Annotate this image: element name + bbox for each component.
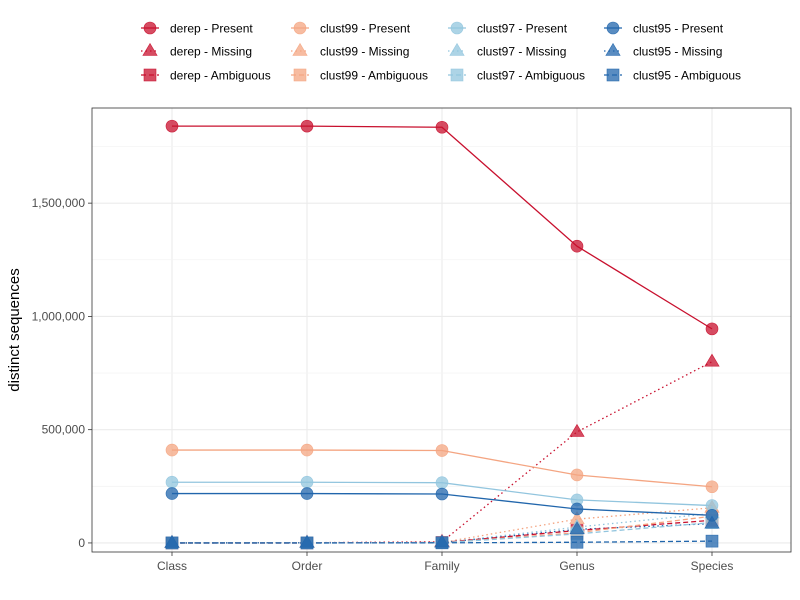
y-tick-label: 500,000 bbox=[42, 423, 86, 437]
y-tick-label: 1,500,000 bbox=[32, 196, 86, 210]
point-derep-missing bbox=[704, 353, 720, 367]
legend-label: clust95 - Present bbox=[633, 22, 724, 36]
point-clust95-ambiguous bbox=[705, 534, 719, 548]
point-clust97-present bbox=[435, 476, 449, 489]
legend-label: clust95 - Missing bbox=[633, 45, 722, 59]
x-tick-label: Genus bbox=[559, 559, 594, 573]
legend-label: clust99 - Ambiguous bbox=[320, 69, 428, 83]
point-derep-present bbox=[165, 119, 179, 133]
legend-marker bbox=[293, 68, 307, 82]
point-clust95-ambiguous bbox=[435, 536, 449, 550]
legend-item-clust97-ambiguous: clust97 - Ambiguous bbox=[448, 69, 585, 83]
y-axis: 0 500,000 1,000,000 1,500,000 bbox=[32, 196, 92, 550]
plot-border bbox=[91, 107, 792, 553]
point-clust99-present bbox=[435, 444, 449, 457]
point-clust95-ambiguous bbox=[165, 536, 179, 550]
point-derep-present bbox=[300, 119, 314, 133]
legend-item-clust97-missing: clust97 - Missing bbox=[448, 42, 566, 59]
legend-label: clust97 - Ambiguous bbox=[477, 69, 585, 83]
legend-item-clust99-present: clust99 - Present bbox=[291, 22, 411, 36]
point-clust99-present bbox=[705, 480, 719, 494]
point-clust97-present bbox=[165, 475, 179, 489]
legend-label: clust99 - Present bbox=[320, 22, 411, 36]
legend-label: clust95 - Ambiguous bbox=[633, 69, 741, 83]
legend-marker bbox=[143, 68, 157, 82]
y-axis-label: distinct sequences bbox=[6, 268, 23, 391]
legend-marker bbox=[606, 21, 620, 35]
y-tick-label: 0 bbox=[78, 536, 85, 550]
legend-marker bbox=[450, 68, 464, 82]
legend-marker bbox=[605, 42, 621, 56]
point-clust95-ambiguous bbox=[300, 536, 314, 550]
legend-item-clust95-present: clust95 - Present bbox=[604, 22, 724, 36]
point-clust95-present bbox=[165, 487, 179, 500]
x-axis: Class Order Family Genus Species bbox=[157, 552, 733, 573]
point-clust95-missing bbox=[569, 521, 585, 535]
point-derep-present bbox=[435, 120, 449, 134]
legend-item-clust99-missing: clust99 - Missing bbox=[291, 42, 409, 59]
legend-item-derep-missing: derep - Missing bbox=[141, 42, 252, 59]
point-derep-present bbox=[705, 322, 719, 336]
legend-item-clust97-present: clust97 - Present bbox=[448, 22, 568, 36]
legend-marker bbox=[606, 68, 620, 82]
point-derep-missing bbox=[569, 423, 585, 437]
legend-item-clust95-ambiguous: clust95 - Ambiguous bbox=[604, 69, 741, 83]
point-clust99-present bbox=[165, 443, 179, 457]
legend-label: clust97 - Missing bbox=[477, 45, 566, 59]
point-clust95-missing bbox=[704, 515, 720, 529]
legend-marker bbox=[143, 21, 157, 35]
point-clust97-present bbox=[300, 475, 314, 489]
legend-label: clust99 - Missing bbox=[320, 45, 409, 59]
legend-item-derep-present: derep - Present bbox=[141, 22, 253, 36]
legend-marker bbox=[450, 21, 464, 35]
legend-label: derep - Ambiguous bbox=[170, 69, 271, 83]
series-line-clust95-ambiguous bbox=[172, 540, 713, 544]
legend-label: derep - Missing bbox=[170, 45, 252, 59]
legend-marker bbox=[142, 42, 158, 56]
x-tick-label: Species bbox=[691, 559, 734, 573]
point-derep-present bbox=[570, 239, 584, 253]
legend-item-derep-ambiguous: derep - Ambiguous bbox=[141, 69, 271, 83]
legend-label: clust97 - Present bbox=[477, 22, 568, 36]
point-clust99-present bbox=[570, 468, 584, 482]
x-tick-label: Order bbox=[292, 559, 323, 573]
series-markers bbox=[164, 119, 720, 550]
legend-marker bbox=[293, 21, 307, 35]
legend-label: derep - Present bbox=[170, 22, 253, 36]
legend-marker bbox=[449, 42, 465, 56]
x-tick-label: Class bbox=[157, 559, 187, 573]
legend: derep - Present derep - Missing derep - Am… bbox=[141, 22, 741, 83]
point-clust99-present bbox=[300, 443, 314, 457]
x-tick-label: Family bbox=[424, 559, 459, 573]
legend-item-clust95-missing: clust95 - Missing bbox=[604, 42, 722, 59]
point-clust95-present bbox=[300, 487, 314, 500]
y-tick-label: 1,000,000 bbox=[32, 309, 86, 323]
point-clust95-ambiguous bbox=[570, 535, 584, 549]
legend-item-clust99-ambiguous: clust99 - Ambiguous bbox=[291, 69, 428, 83]
point-clust95-present bbox=[435, 487, 449, 501]
legend-marker bbox=[292, 42, 308, 56]
point-clust95-present bbox=[570, 502, 584, 516]
